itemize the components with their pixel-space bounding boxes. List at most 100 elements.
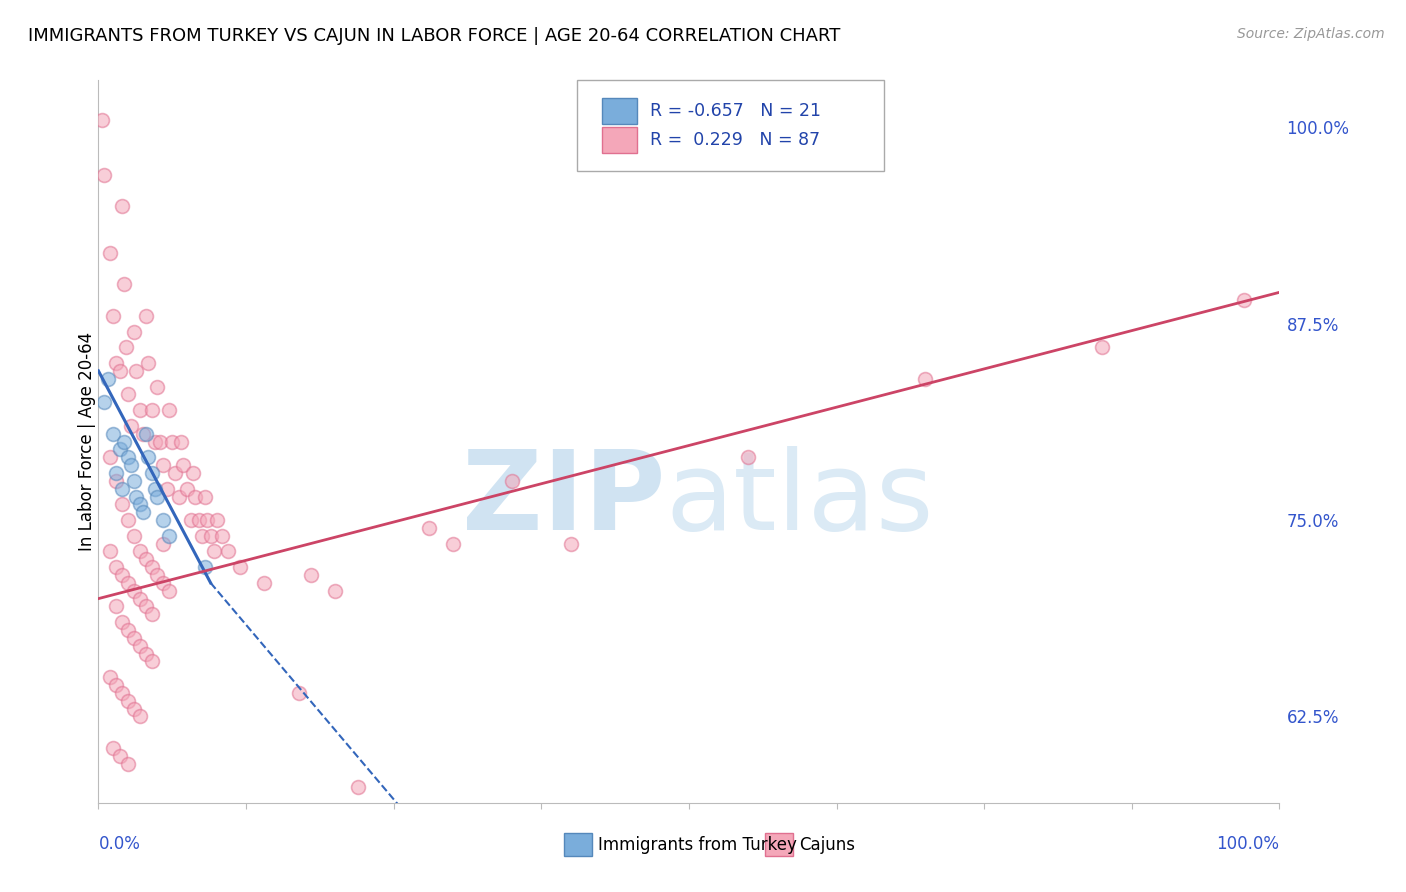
Point — [108, 364, 131, 378]
Point — [135, 552, 157, 566]
Point — [117, 694, 139, 708]
Text: Source: ZipAtlas.com: Source: ZipAtlas.com — [1237, 27, 1385, 41]
Point — [143, 482, 166, 496]
Point — [136, 450, 159, 465]
Point — [121, 458, 143, 472]
Point — [111, 482, 134, 496]
Point — [117, 623, 139, 637]
Point — [132, 426, 155, 441]
Point — [98, 450, 121, 465]
Point — [141, 560, 163, 574]
Point — [165, 466, 187, 480]
Point — [128, 403, 150, 417]
Point — [108, 442, 131, 457]
Point — [111, 199, 134, 213]
Point — [114, 340, 136, 354]
Point — [152, 458, 174, 472]
Point — [157, 529, 180, 543]
FancyBboxPatch shape — [602, 127, 637, 153]
Point — [202, 544, 225, 558]
Point — [135, 426, 157, 441]
Point — [105, 356, 128, 370]
Point — [160, 434, 183, 449]
Point — [501, 474, 523, 488]
Point — [117, 513, 139, 527]
Point — [200, 529, 222, 543]
Point — [180, 513, 202, 527]
Point — [141, 655, 163, 669]
Point — [122, 631, 145, 645]
Point — [172, 458, 194, 472]
Point — [143, 434, 166, 449]
Point — [141, 607, 163, 622]
Point — [128, 639, 150, 653]
Point — [211, 529, 233, 543]
Point — [135, 599, 157, 614]
Point — [195, 513, 218, 527]
Point — [146, 490, 169, 504]
Point — [737, 450, 759, 465]
Point — [121, 418, 143, 433]
Text: ZIP: ZIP — [463, 446, 665, 553]
Point — [98, 246, 121, 260]
Point — [98, 544, 121, 558]
Point — [1233, 293, 1256, 308]
FancyBboxPatch shape — [564, 833, 592, 856]
Point — [441, 536, 464, 550]
Point — [194, 490, 217, 504]
Point — [98, 670, 121, 684]
FancyBboxPatch shape — [765, 833, 793, 856]
Point — [111, 497, 134, 511]
Point — [191, 529, 214, 543]
Point — [105, 466, 128, 480]
Point — [194, 560, 217, 574]
Point — [152, 536, 174, 550]
Point — [560, 536, 582, 550]
Point — [187, 513, 209, 527]
Point — [217, 544, 239, 558]
Point — [136, 356, 159, 370]
Point — [101, 740, 124, 755]
Point — [156, 482, 179, 496]
Point — [149, 434, 172, 449]
Point — [91, 112, 114, 127]
Point — [117, 575, 139, 590]
Point — [105, 678, 128, 692]
Point — [125, 364, 148, 378]
Point — [253, 575, 276, 590]
Point — [152, 513, 174, 527]
Y-axis label: In Labor Force | Age 20-64: In Labor Force | Age 20-64 — [79, 332, 96, 551]
Text: Immigrants from Turkey: Immigrants from Turkey — [598, 836, 797, 854]
Point — [105, 474, 128, 488]
Point — [125, 490, 148, 504]
Point — [122, 529, 145, 543]
Point — [93, 395, 115, 409]
Point — [132, 505, 155, 519]
Point — [288, 686, 311, 700]
Text: IMMIGRANTS FROM TURKEY VS CAJUN IN LABOR FORCE | AGE 20-64 CORRELATION CHART: IMMIGRANTS FROM TURKEY VS CAJUN IN LABOR… — [28, 27, 841, 45]
Point — [157, 403, 180, 417]
Point — [299, 568, 322, 582]
Point — [181, 466, 204, 480]
Point — [347, 780, 370, 794]
Point — [93, 168, 115, 182]
Point — [128, 497, 150, 511]
Point — [97, 372, 120, 386]
Point — [141, 466, 163, 480]
Point — [146, 379, 169, 393]
Point — [229, 560, 252, 574]
Point — [323, 583, 346, 598]
Point — [117, 387, 139, 401]
Point — [101, 426, 124, 441]
Point — [111, 568, 134, 582]
Point — [205, 513, 228, 527]
Point — [141, 403, 163, 417]
Point — [152, 575, 174, 590]
Point — [122, 701, 145, 715]
Point — [1091, 340, 1114, 354]
Point — [176, 482, 198, 496]
Point — [101, 309, 124, 323]
Point — [105, 560, 128, 574]
Point — [122, 325, 145, 339]
Text: atlas: atlas — [665, 446, 934, 553]
